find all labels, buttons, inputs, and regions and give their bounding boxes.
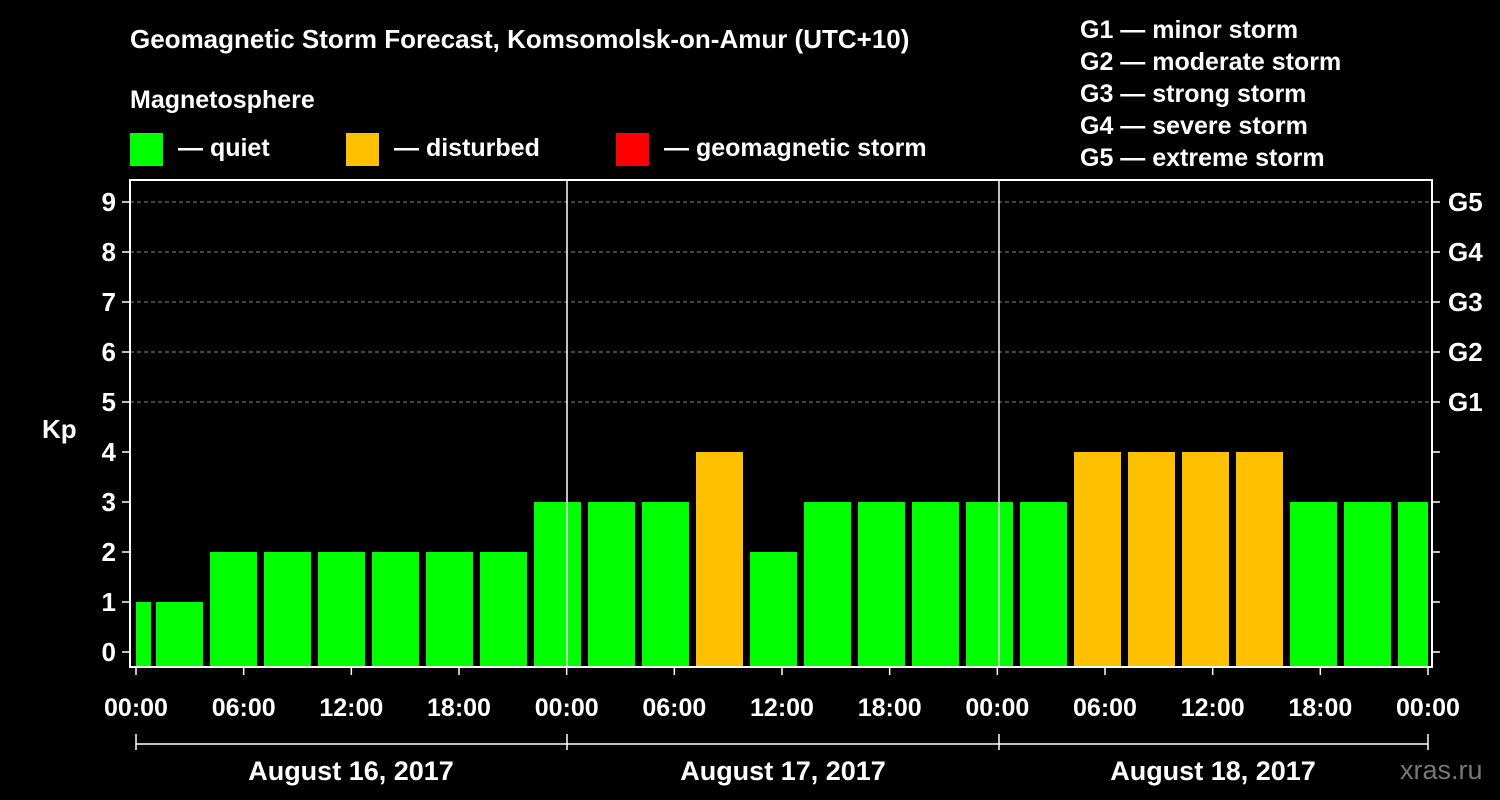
x-tick-label: 18:00 (858, 694, 922, 722)
date-label: August 18, 2017 (1110, 756, 1316, 786)
g-level-label: G2 (1448, 337, 1483, 367)
legend-label-storm: — geomagnetic storm (664, 134, 927, 162)
storm-scale-g5: G5 — extreme storm (1080, 144, 1325, 172)
kp-bar (858, 502, 905, 667)
kp-bar (642, 502, 689, 667)
kp-bar (156, 602, 203, 667)
kp-bar (1128, 452, 1175, 667)
kp-bar (912, 502, 959, 667)
chart-title: Geomagnetic Storm Forecast, Komsomolsk-o… (130, 24, 910, 54)
y-tick-label: 1 (102, 587, 116, 617)
kp-bar (426, 552, 473, 667)
y-tick-label: 5 (102, 387, 116, 417)
y-tick-label: 4 (102, 437, 117, 467)
kp-bar (1344, 502, 1391, 667)
kp-bar (1398, 502, 1428, 667)
kp-bar (264, 552, 311, 667)
watermark: xras.ru (1400, 755, 1483, 785)
kp-bar (750, 552, 797, 667)
y-tick-label: 0 (102, 637, 116, 667)
x-tick-label: 12:00 (319, 694, 383, 722)
kp-bar (1182, 452, 1229, 667)
storm-scale-g2: G2 — moderate storm (1080, 48, 1342, 76)
y-tick-label: 6 (102, 337, 116, 367)
g-level-label: G5 (1448, 187, 1483, 217)
x-tick-label: 00:00 (1396, 694, 1460, 722)
kp-bar (966, 502, 1013, 667)
kp-bar (1290, 502, 1337, 667)
kp-bar (1236, 452, 1283, 667)
x-tick-label: 18:00 (427, 694, 491, 722)
legend-label-disturbed: — disturbed (394, 134, 540, 162)
kp-bar (534, 502, 581, 667)
x-tick-label: 00:00 (104, 694, 168, 722)
g-level-label: G1 (1448, 387, 1483, 417)
y-tick-label: 8 (102, 237, 116, 267)
y-axis-label: Kp (42, 414, 77, 444)
kp-bar (136, 602, 151, 667)
legend-label-quiet: — quiet (178, 134, 270, 162)
legend-swatch-disturbed (346, 133, 379, 166)
y-tick-label: 3 (102, 487, 116, 517)
plot-frame (129, 179, 1433, 668)
kp-bar (588, 502, 635, 667)
y-tick-label: 2 (102, 537, 116, 567)
g-level-label: G3 (1448, 287, 1483, 317)
kp-bar (696, 452, 743, 667)
legend-heading: Magnetosphere (130, 86, 315, 114)
storm-scale-g1: G1 — minor storm (1080, 16, 1299, 44)
g-level-label: G4 (1448, 237, 1483, 267)
date-label: August 17, 2017 (680, 756, 886, 786)
kp-bar (1020, 502, 1067, 667)
y-tick-label: 7 (102, 287, 116, 317)
kp-bar (480, 552, 527, 667)
x-tick-label: 12:00 (750, 694, 814, 722)
legend-swatch-quiet (130, 133, 163, 166)
kp-bar (804, 502, 851, 667)
storm-scale-g3: G3 — strong storm (1080, 80, 1307, 108)
storm-scale-g4: G4 — severe storm (1080, 112, 1308, 140)
kp-bar (318, 552, 365, 667)
kp-bar (1074, 452, 1121, 667)
x-tick-label: 06:00 (212, 694, 276, 722)
legend-swatch-storm (616, 133, 649, 166)
x-tick-label: 00:00 (965, 694, 1029, 722)
x-tick-label: 06:00 (642, 694, 706, 722)
date-label: August 16, 2017 (248, 756, 454, 786)
kp-bar (210, 552, 257, 667)
x-tick-label: 12:00 (1181, 694, 1245, 722)
y-tick-label: 9 (102, 187, 116, 217)
x-tick-label: 06:00 (1073, 694, 1137, 722)
x-tick-label: 18:00 (1288, 694, 1352, 722)
kp-bar (372, 552, 419, 667)
x-tick-label: 00:00 (535, 694, 599, 722)
